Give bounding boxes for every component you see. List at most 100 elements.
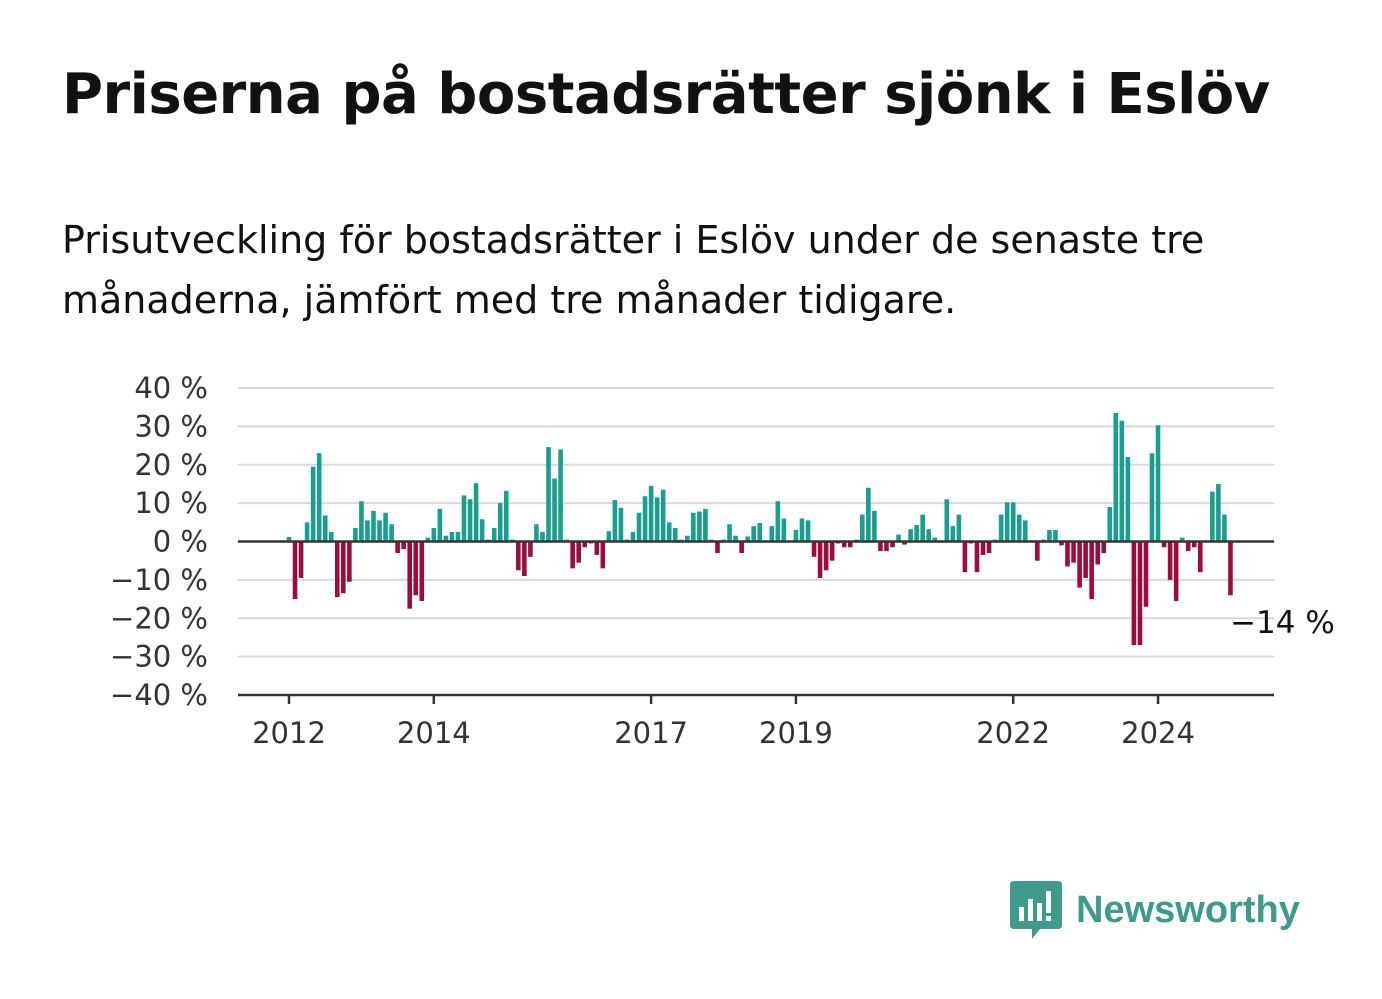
bar [365,520,370,542]
bar [1083,541,1088,578]
bar [823,541,829,571]
bar [660,489,666,542]
bar [908,529,913,542]
bar [497,503,503,542]
bar [950,526,956,542]
bar [407,541,412,609]
bar [1185,541,1191,552]
bar [371,510,376,542]
brand-name: Newsworthy [1076,888,1300,931]
bar [540,531,545,542]
bar [600,541,606,569]
bar [359,501,364,542]
bar [841,541,847,548]
bar [582,541,588,548]
bar [353,528,358,542]
bar [1216,483,1221,542]
bar [606,531,612,542]
y-tick-label: 20 % [134,448,208,482]
bar [733,535,738,542]
bar [528,541,533,557]
bar [1059,541,1064,546]
bar [1161,541,1167,548]
bar [1035,541,1040,561]
bar [811,541,817,557]
bar-series [286,412,1233,646]
bar [642,496,648,542]
bar [431,528,437,542]
bar [425,537,431,542]
bar [630,531,636,542]
bar [962,541,968,573]
bar [896,534,901,542]
bar [1119,420,1125,542]
bar [310,466,316,542]
bar [805,520,811,542]
bar [799,518,805,542]
bar [1228,541,1233,596]
bar [872,510,877,542]
bar [648,485,654,542]
x-tick-label: 2022 [976,716,1050,750]
bar [1113,412,1119,542]
bar [576,541,581,563]
bar [998,514,1004,542]
bar [491,528,497,542]
x-tick-label: 2012 [252,716,326,750]
bar [672,528,678,542]
bar [745,536,750,542]
bar [546,447,551,542]
bar [829,541,835,561]
bar [817,541,823,578]
last-value-annotation: −14 % [1230,605,1335,641]
bar [304,522,310,542]
bar [443,535,449,542]
bar-chart: 40 %30 %20 %10 %0 %−10 %−20 %−30 %−40 % … [110,371,1335,750]
bar [383,512,388,542]
bar [751,526,756,542]
bar [926,529,932,542]
bar [866,487,871,542]
bar [516,541,521,571]
bar [467,499,473,542]
bar [860,514,865,542]
bar [847,541,853,548]
x-tick-label: 2017 [614,716,688,750]
bar [334,541,340,598]
bar [522,541,527,577]
bar [473,483,479,542]
y-tick-label: −30 % [110,640,208,674]
bar [1101,541,1107,554]
bar [612,500,618,542]
bar [377,520,382,542]
bar [594,541,600,555]
bar [697,511,702,542]
bar [685,535,690,542]
newsworthy-logo-icon [1010,881,1062,939]
bar [956,514,962,542]
bar [691,512,696,542]
bar [884,541,889,552]
bar [715,541,720,554]
bar [1197,541,1203,573]
bar [1191,541,1197,548]
bar [292,541,298,600]
bar [389,524,394,542]
grid-lines [238,387,1274,658]
bar [534,524,539,542]
bar [1222,514,1227,542]
chart-title: Priserna på bostadsrätter sjönk i Eslöv [62,62,1270,127]
bar [769,526,775,542]
y-tick-label: 0 % [153,525,208,559]
y-tick-label: −10 % [110,563,208,597]
bar [775,501,781,542]
bar [1016,514,1022,542]
bar [781,518,787,542]
bar [1173,541,1179,601]
bar [395,541,400,554]
bar [347,541,352,582]
bar [636,512,642,542]
bar [986,541,992,554]
bar [1167,541,1173,580]
bar [654,497,660,542]
